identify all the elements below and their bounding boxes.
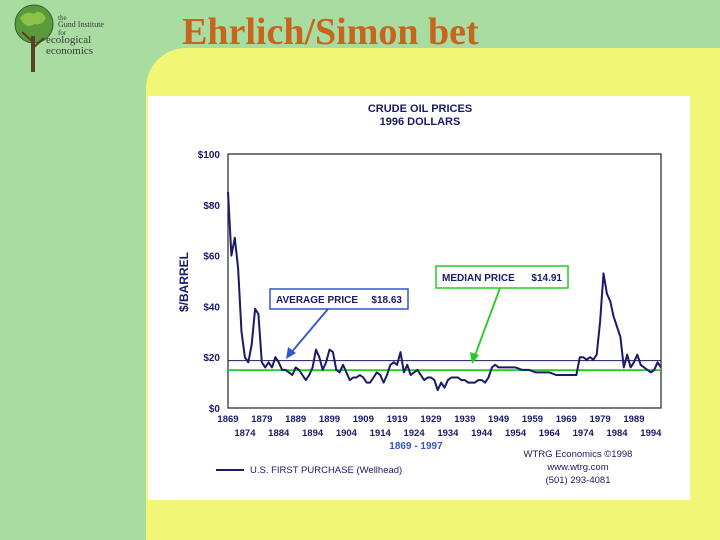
x-tick-label: 1969 <box>556 414 577 425</box>
x-tick-label: 1924 <box>403 428 425 439</box>
x-tick-label: 1954 <box>505 428 527 439</box>
gund-institute-logo: the Gund Institute for ecological econom… <box>4 2 114 74</box>
median-callout-label: MEDIAN PRICE <box>442 273 515 284</box>
x-tick-label: 1984 <box>606 428 628 439</box>
x-tick-label: 1944 <box>471 428 493 439</box>
y-tick-label: $20 <box>203 353 220 364</box>
credit-line-1: WTRG Economics ©1998 <box>524 449 633 460</box>
logo-line5: economics <box>46 45 94 57</box>
y-tick-label: $40 <box>203 302 220 313</box>
average-callout-arrow <box>289 308 329 355</box>
y-tick-label: $0 <box>209 404 221 415</box>
series-group <box>227 192 662 392</box>
x-tick-label: 1919 <box>387 414 408 425</box>
x-tick-label: 1914 <box>370 428 392 439</box>
average-callout-arrowhead <box>286 347 296 359</box>
average-callout-value: $18.63 <box>371 295 402 306</box>
y-tick-label: $100 <box>198 150 221 161</box>
legend-label: U.S. FIRST PURCHASE (Wellhead) <box>250 465 402 476</box>
x-tick-label: 1979 <box>590 414 611 425</box>
x-tick-label: 1989 <box>623 414 644 425</box>
median-callout-value: $14.91 <box>531 273 562 284</box>
x-tick-labels: 1869 1879 1889 1899 1909 1919 1929 1939 1949 1959… <box>217 414 662 439</box>
x-tick-label: 1939 <box>454 414 475 425</box>
credit-line-3: (501) 293-4081 <box>546 475 611 486</box>
top-band <box>0 0 720 48</box>
average-callout-label: AVERAGE PRICE <box>276 295 358 306</box>
oil-price-chart: CRUDE OIL PRICES 1996 DOLLARS $/BARREL $… <box>177 103 662 486</box>
credit-line-2: www.wtrg.com <box>546 462 608 473</box>
x-tick-label: 1974 <box>573 428 595 439</box>
series-line <box>227 192 662 392</box>
y-tick-labels: $0 $20 $40 $60 $80 $100 <box>198 150 221 415</box>
y-tick-label: $60 <box>203 252 220 263</box>
x-range-label: 1869 - 1997 <box>389 441 443 452</box>
x-tick-label: 1959 <box>522 414 543 425</box>
x-tick-label: 1929 <box>420 414 441 425</box>
x-tick-label: 1909 <box>353 414 374 425</box>
x-tick-label: 1879 <box>251 414 272 425</box>
average-callout-box <box>269 288 409 310</box>
logo-line4: ecological <box>46 34 92 46</box>
x-tick-label: 1964 <box>539 428 561 439</box>
x-tick-label: 1949 <box>488 414 509 425</box>
x-tick-label: 1899 <box>319 414 340 425</box>
logo-line1: the <box>58 14 67 22</box>
median-callout-arrowhead <box>470 352 479 364</box>
x-tick-label: 1904 <box>336 428 358 439</box>
x-tick-label: 1884 <box>268 428 290 439</box>
y-axis-label: $/BARREL <box>177 252 191 312</box>
chart-card: CRUDE OIL PRICES 1996 DOLLARS $/BARREL $… <box>148 96 690 500</box>
chart-subtitle: 1996 DOLLARS <box>380 116 461 128</box>
x-tick-label: 1889 <box>285 414 306 425</box>
tree-globe-icon <box>14 4 54 72</box>
logo-line3: for <box>58 29 67 37</box>
reference-lines <box>228 360 661 372</box>
slide-title: Ehrlich/Simon bet <box>182 11 479 53</box>
chart-title: CRUDE OIL PRICES <box>368 103 472 115</box>
plot-area <box>227 153 662 409</box>
x-tick-label: 1869 <box>217 414 238 425</box>
logo-line2: Gund Institute <box>58 20 104 29</box>
x-tick-label: 1934 <box>437 428 459 439</box>
x-tick-label: 1894 <box>302 428 324 439</box>
y-tick-label: $80 <box>203 201 220 212</box>
x-tick-label: 1994 <box>640 428 662 439</box>
median-callout-arrow <box>473 287 501 359</box>
x-tick-label: 1874 <box>234 428 256 439</box>
median-callout-box <box>435 265 569 289</box>
